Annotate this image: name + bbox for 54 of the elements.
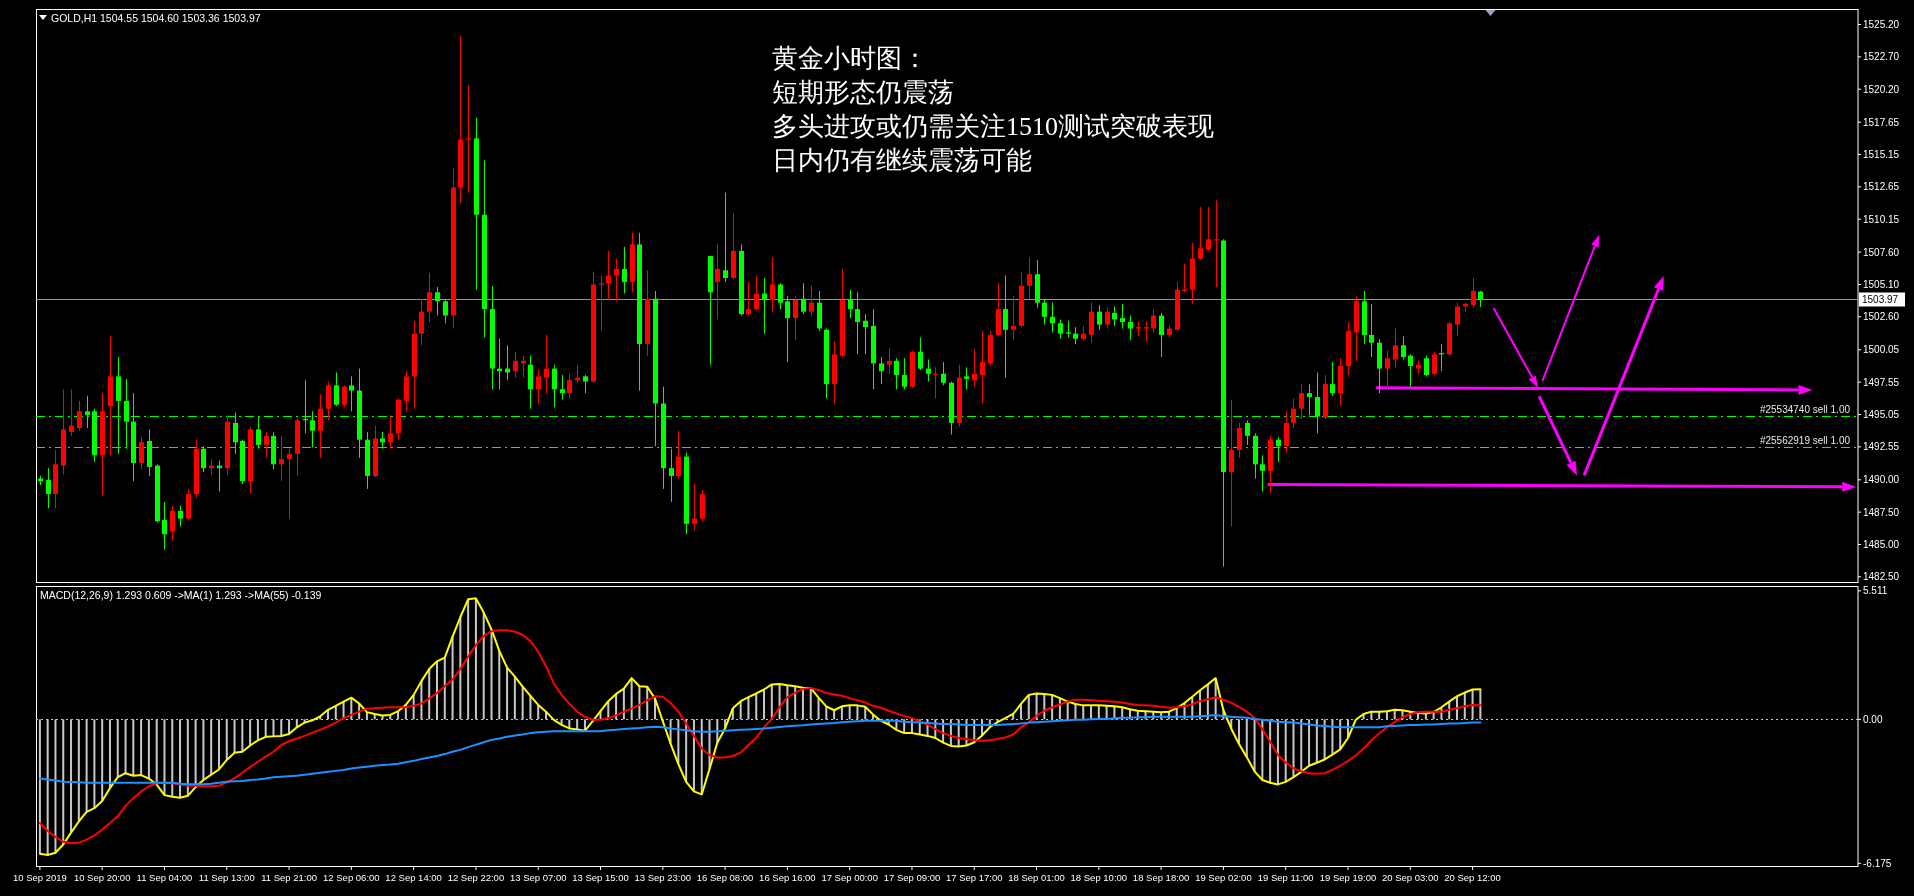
ref-line-label: #25534740 sell 1.00 xyxy=(1759,403,1851,415)
y-tick-label: 1487.50 xyxy=(1863,506,1900,518)
x-tick-label: 13 Sep 15:00 xyxy=(572,872,629,883)
y-tick-label: 1507.60 xyxy=(1863,246,1900,258)
x-tick-label: 19 Sep 02:00 xyxy=(1195,872,1252,883)
x-tick-label: 18 Sep 10:00 xyxy=(1070,872,1128,883)
y-tick-label: 1482.50 xyxy=(1863,571,1900,583)
x-tick-label: 12 Sep 14:00 xyxy=(385,872,442,883)
y-tick-label: 1485.00 xyxy=(1863,538,1900,550)
y-tick-label: 1517.65 xyxy=(1863,116,1900,128)
y-tick-label: 0.00 xyxy=(1863,713,1883,725)
annotation: 短期形态仍震荡 xyxy=(772,78,955,107)
x-tick-label: 17 Sep 00:00 xyxy=(821,872,878,883)
y-tick-label: 1512.65 xyxy=(1863,181,1900,193)
y-tick-label: 1520.20 xyxy=(1863,83,1900,95)
x-tick-label: 13 Sep 07:00 xyxy=(509,872,567,883)
annotation: 多头进攻或仍需关注1510测试突破表现 xyxy=(772,112,1215,141)
annotation: 日内仍有继续震荡可能 xyxy=(772,146,1033,175)
x-tick-label: 11 Sep 21:00 xyxy=(261,872,317,883)
x-tick-label: 16 Sep 08:00 xyxy=(696,872,754,883)
x-tick-label: 20 Sep 12:00 xyxy=(1444,872,1501,883)
x-tick-label: 18 Sep 01:00 xyxy=(1008,872,1065,883)
x-tick-label: 10 Sep 2019 xyxy=(12,872,67,883)
y-tick-label: 1502.60 xyxy=(1863,311,1900,323)
y-tick-label: 1522.70 xyxy=(1863,51,1900,63)
x-tick-label: 12 Sep 22:00 xyxy=(447,872,505,883)
y-tick-label: 1525.20 xyxy=(1863,19,1900,31)
ref-line-label: 1503.97 xyxy=(1862,294,1899,305)
x-tick-label: 11 Sep 13:00 xyxy=(198,872,255,883)
y-tick-label: 1500.05 xyxy=(1863,344,1900,356)
x-tick-label: 19 Sep 11:00 xyxy=(1257,872,1314,883)
y-tick-label: 1497.55 xyxy=(1863,376,1900,388)
x-tick-label: 10 Sep 20:00 xyxy=(73,872,131,883)
chart-title: MACD(12,26,9) 1.293 0.609 ->MA(1) 1.293 ->MA(55) -0.139 xyxy=(40,589,322,601)
y-tick-label: 1495.05 xyxy=(1863,409,1900,420)
annotation: 黄金小时图： xyxy=(772,44,929,73)
x-tick-label: 16 Sep 16:00 xyxy=(759,872,816,883)
y-tick-label: 1510.15 xyxy=(1863,213,1900,225)
x-tick-label: 20 Sep 03:00 xyxy=(1382,872,1439,883)
y-tick-label: 1490.00 xyxy=(1863,474,1900,486)
y-tick-label: 1505.10 xyxy=(1863,279,1900,291)
x-tick-label: 19 Sep 19:00 xyxy=(1319,872,1377,883)
x-tick-label: 18 Sep 18:00 xyxy=(1132,872,1190,883)
chart-title: GOLD,H1 1504.55 1504.60 1503.36 1503.97 xyxy=(51,12,261,24)
x-tick-label: 11 Sep 04:00 xyxy=(136,872,193,883)
y-tick-label: 1492.55 xyxy=(1863,441,1900,453)
x-tick-label: 12 Sep 06:00 xyxy=(323,872,380,883)
y-tick-label: 1515.15 xyxy=(1863,149,1900,161)
x-tick-label: 17 Sep 09:00 xyxy=(883,872,941,883)
ref-line-label: #25562919 sell 1.00 xyxy=(1759,434,1851,446)
x-tick-label: 13 Sep 23:00 xyxy=(634,872,692,883)
x-tick-label: 17 Sep 17:00 xyxy=(945,872,1003,883)
y-tick-label: -6.175 xyxy=(1863,857,1892,869)
y-tick-label: 5.511 xyxy=(1863,585,1888,597)
